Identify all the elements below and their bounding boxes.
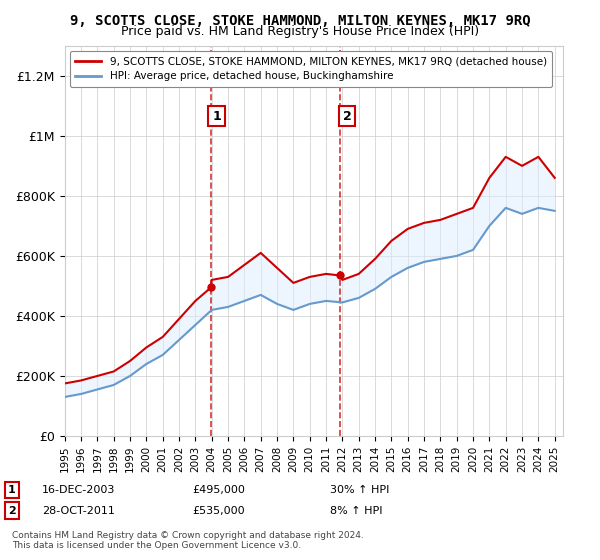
Text: £495,000: £495,000 (192, 485, 245, 495)
Text: 8% ↑ HPI: 8% ↑ HPI (330, 506, 383, 516)
Text: Price paid vs. HM Land Registry's House Price Index (HPI): Price paid vs. HM Land Registry's House … (121, 25, 479, 38)
Text: 16-DEC-2003: 16-DEC-2003 (42, 485, 115, 495)
Text: 28-OCT-2011: 28-OCT-2011 (42, 506, 115, 516)
Legend: 9, SCOTTS CLOSE, STOKE HAMMOND, MILTON KEYNES, MK17 9RQ (detached house), HPI: A: 9, SCOTTS CLOSE, STOKE HAMMOND, MILTON K… (70, 51, 552, 87)
Text: 2: 2 (8, 506, 16, 516)
Text: 1: 1 (8, 485, 16, 495)
Text: 1: 1 (212, 110, 221, 123)
Text: £535,000: £535,000 (192, 506, 245, 516)
Text: 9, SCOTTS CLOSE, STOKE HAMMOND, MILTON KEYNES, MK17 9RQ: 9, SCOTTS CLOSE, STOKE HAMMOND, MILTON K… (70, 14, 530, 28)
Text: 2: 2 (343, 110, 352, 123)
Text: 30% ↑ HPI: 30% ↑ HPI (330, 485, 389, 495)
Text: Contains HM Land Registry data © Crown copyright and database right 2024.
This d: Contains HM Land Registry data © Crown c… (12, 531, 364, 550)
